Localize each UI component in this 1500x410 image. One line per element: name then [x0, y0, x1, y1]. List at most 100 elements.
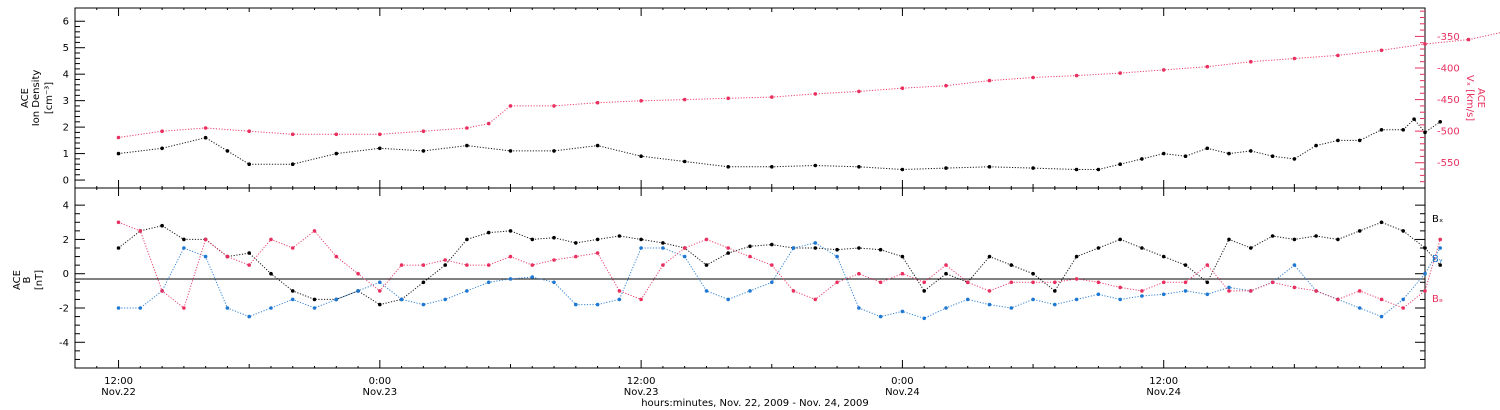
density-point — [1096, 167, 1101, 172]
bottom-ylabel-line2: B — [22, 276, 33, 283]
bx-point — [595, 237, 600, 242]
x-tick-label-time: 0:00 — [891, 376, 913, 387]
density-point — [334, 151, 339, 156]
left-y-tick-label: 2 — [63, 123, 69, 134]
top-ylabel-line1: ACE — [20, 88, 31, 108]
by-point — [269, 306, 273, 310]
top-ylabel-line2: Ion Density — [31, 70, 42, 127]
bx-point — [486, 230, 491, 235]
by-point — [704, 289, 709, 293]
density-point — [1031, 166, 1035, 170]
bx-point — [1379, 220, 1384, 225]
bx-point — [813, 246, 818, 250]
density-point — [726, 165, 730, 169]
by-point — [1140, 294, 1144, 298]
speed-point — [1379, 48, 1384, 53]
right-label-line1: ACE — [1475, 88, 1486, 108]
bx-point — [1336, 237, 1340, 242]
speed-point — [726, 96, 730, 101]
density-point — [160, 146, 164, 151]
density-point — [900, 167, 905, 172]
bottom-left-ylabel: ACE B [nT] — [12, 270, 45, 290]
density-point — [1183, 154, 1188, 158]
by-point — [1009, 306, 1014, 310]
density-point — [1249, 149, 1253, 153]
left-y-tick-label: 3 — [63, 96, 69, 107]
speed-trace — [118, 32, 1500, 138]
density-point — [944, 166, 948, 170]
by-point — [552, 280, 556, 285]
density-point — [987, 165, 992, 169]
density-point — [1161, 151, 1166, 156]
bx-point — [617, 234, 622, 238]
by-point — [247, 314, 251, 319]
bx-point — [1438, 263, 1442, 267]
by-point — [334, 297, 339, 302]
density-point — [1140, 157, 1144, 161]
bx-point — [835, 247, 839, 252]
bz-point — [1292, 285, 1297, 290]
left-y-tick-label: 6 — [63, 17, 69, 28]
bz-point — [1096, 280, 1101, 285]
speed-point — [900, 86, 905, 90]
x-tick-label-date: Nov.24 — [1146, 387, 1181, 398]
bz-point — [443, 258, 448, 262]
by-point — [1161, 292, 1166, 297]
x-tick-label-date: Nov.22 — [101, 387, 136, 398]
by-point — [726, 297, 730, 302]
bz-point — [1336, 297, 1340, 302]
x-axis-title: hours:minutes, Nov. 22, 2009 - Nov. 24, … — [641, 398, 869, 409]
bz-point — [1074, 277, 1079, 281]
by-point — [770, 280, 774, 285]
by-point — [443, 297, 448, 302]
by-point — [1053, 302, 1057, 307]
data-marks — [116, 32, 1500, 321]
legend-bx: Bₓ — [1432, 214, 1443, 225]
by-point — [465, 289, 469, 293]
legend-bz: Bₔ — [1432, 294, 1443, 305]
bz-point — [1270, 280, 1275, 285]
bx-point — [574, 241, 578, 245]
x-tick-label-time: 12:00 — [1149, 376, 1178, 387]
bz-trace — [118, 221, 1441, 309]
bx-point — [508, 229, 513, 233]
speed-point — [1118, 71, 1122, 75]
by-point — [1096, 292, 1101, 297]
by-point — [312, 306, 317, 310]
speed-point — [1249, 59, 1253, 64]
left-y-tick-label: 4 — [63, 70, 69, 81]
by-point — [965, 297, 970, 302]
bx-point — [552, 235, 556, 240]
speed-point — [465, 126, 469, 130]
right-y-tick-label: -400 — [1437, 64, 1460, 75]
bz-point — [1161, 280, 1166, 285]
by-point — [878, 314, 883, 319]
bz-point — [878, 280, 883, 285]
by-trace — [118, 242, 1441, 319]
tick-labels: 12:00Nov.220:00Nov.2312:00Nov.230:00Nov.… — [59, 17, 1460, 398]
bz-point — [1031, 280, 1035, 285]
speed-point — [378, 132, 382, 137]
bz-point — [965, 280, 970, 285]
top-right-label: ACE Vₓ [km/s] — [1464, 75, 1486, 121]
top-left-ylabel: ACE Ion Density [cm⁻³] — [20, 70, 55, 127]
bz-point — [682, 246, 687, 250]
bz-point — [1401, 306, 1405, 310]
bx-point — [1249, 246, 1253, 250]
by-point — [1031, 297, 1035, 302]
bottom-y-tick-label: -2 — [59, 304, 69, 315]
axis-ticks — [74, 8, 1426, 368]
by-point — [661, 246, 665, 250]
left-y-tick-label: 1 — [63, 149, 69, 160]
x-tick-label-time: 0:00 — [369, 376, 391, 387]
speed-point — [595, 100, 600, 105]
right-y-tick-label: -350 — [1437, 32, 1460, 43]
bx-trace — [118, 221, 1441, 306]
by-point — [1074, 297, 1079, 302]
bottom-panel-frame — [74, 187, 1426, 369]
density-point — [1118, 162, 1122, 166]
density-point — [1357, 138, 1362, 143]
bz-point — [1053, 280, 1057, 285]
speed-point — [1336, 53, 1340, 58]
by-point — [987, 302, 992, 307]
